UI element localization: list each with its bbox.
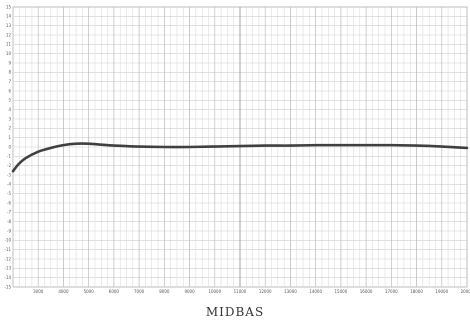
- y-tick-label: 8: [8, 70, 11, 75]
- x-tick-label: 9000: [184, 289, 195, 294]
- y-tick-label: 10: [6, 51, 12, 56]
- y-tick-label: -12: [4, 256, 11, 261]
- y-tick-label: -5: [7, 191, 11, 196]
- y-tick-label: 5: [8, 98, 11, 103]
- x-tick-label: 16000: [360, 289, 373, 294]
- x-tick-label: 13000: [284, 289, 297, 294]
- x-tick-label: 17000: [385, 289, 398, 294]
- y-tick-label: 3: [8, 116, 11, 121]
- chart-title: MIDBAS: [206, 305, 264, 319]
- y-tick-label: 1: [8, 135, 11, 140]
- x-tick-label: 18000: [410, 289, 423, 294]
- y-tick-label: 15: [6, 4, 12, 9]
- y-tick-label: -6: [7, 200, 11, 205]
- y-tick-label: -15: [4, 284, 11, 289]
- y-tick-label: 9: [8, 60, 11, 65]
- y-tick-label: 11: [6, 42, 12, 47]
- y-tick-label: -9: [7, 228, 11, 233]
- x-tick-label: 5000: [84, 289, 95, 294]
- series-line: [11, 142, 469, 173]
- y-tick-label: 12: [6, 32, 12, 37]
- x-tick-labels: 3000 4000 5000 6000 7000 8000 9000 10000 11000 12…: [33, 289, 470, 294]
- y-tick-label: 14: [6, 14, 12, 19]
- x-tick-label: 3000: [33, 289, 44, 294]
- x-tick-label: 20000: [461, 289, 470, 294]
- x-tick-label: 14000: [309, 289, 322, 294]
- x-tick-label: 19000: [435, 289, 448, 294]
- y-tick-label: -2: [7, 163, 11, 168]
- y-tick-label: -3: [7, 172, 11, 177]
- x-tick-label: 12000: [259, 289, 272, 294]
- y-tick-label: -13: [4, 266, 11, 271]
- y-tick-labels: -15-14-13-12-11-10-9-8-7-6-5-4-3-2-10123…: [4, 4, 11, 289]
- y-tick-label: -14: [4, 275, 11, 280]
- x-tick-label: 7000: [134, 289, 145, 294]
- y-tick-label: 4: [8, 107, 11, 112]
- y-tick-label: 7: [8, 79, 11, 84]
- y-tick-label: -10: [4, 238, 11, 243]
- y-tick-label: 6: [8, 88, 11, 93]
- y-tick-label: 13: [6, 23, 12, 28]
- y-tick-label: -4: [7, 182, 11, 187]
- x-tick-label: 6000: [109, 289, 120, 294]
- y-tick-label: -1: [7, 154, 11, 159]
- y-tick-label: -11: [4, 247, 11, 252]
- x-tick-label: 10000: [208, 289, 221, 294]
- series-lines: [11, 142, 469, 173]
- x-tick-label: 15000: [335, 289, 348, 294]
- y-tick-label: 2: [8, 126, 11, 131]
- chart-grid: [12, 6, 468, 288]
- x-tick-label: 8000: [159, 289, 170, 294]
- y-tick-label: -7: [7, 210, 11, 215]
- y-tick-label: -8: [7, 219, 11, 224]
- y-tick-label: 0: [8, 144, 11, 149]
- x-tick-label: 11000: [234, 289, 247, 294]
- x-tick-label: 4000: [58, 289, 69, 294]
